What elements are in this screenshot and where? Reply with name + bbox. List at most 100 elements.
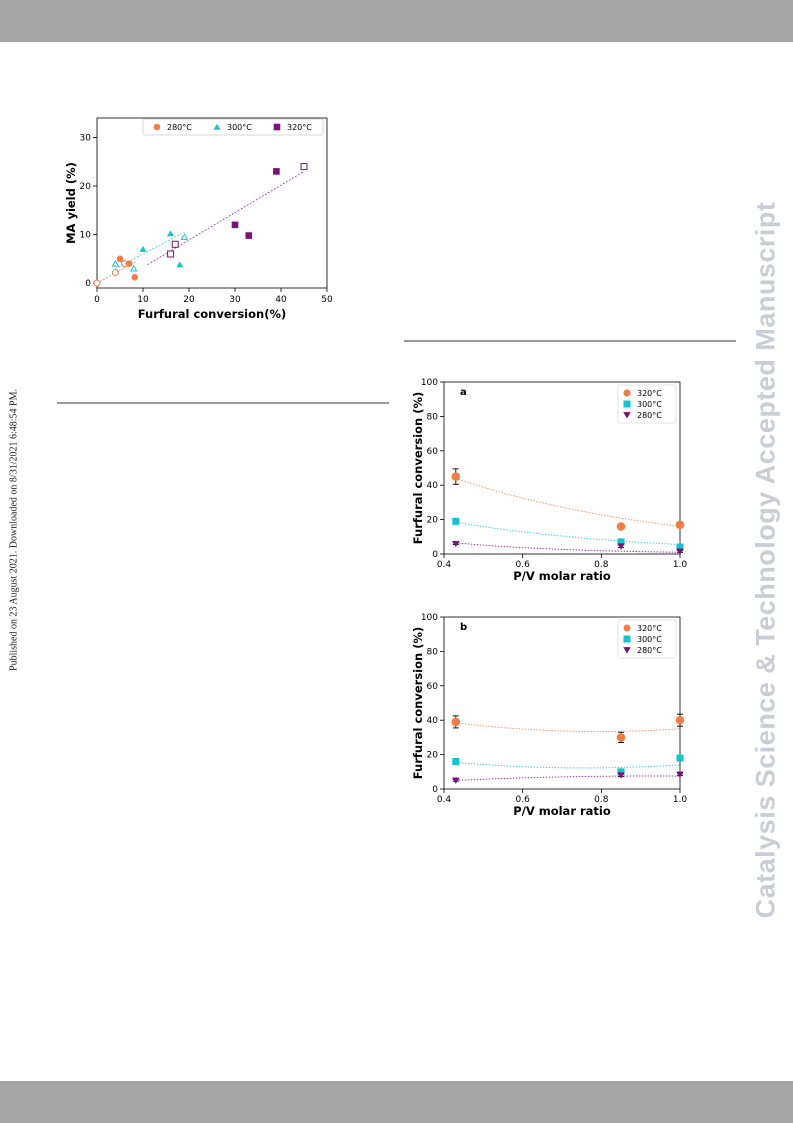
x-tick-label: 0.8 [594, 795, 609, 805]
legend-label: 320°C [287, 123, 312, 132]
legend-marker [273, 123, 281, 131]
y-tick-label: 20 [427, 516, 439, 526]
data-point [675, 520, 685, 530]
x-tick-label: 0.6 [516, 560, 531, 570]
data-point-open [300, 163, 308, 171]
legend-label: 280°C [167, 123, 192, 132]
trend-line-2 [147, 171, 305, 266]
data-point [676, 771, 684, 778]
legend-marker [623, 389, 631, 397]
data-point-open [129, 264, 138, 272]
conversion-chart-b: 0.4 0.6 0.8 1.0 0 20 40 60 80 100 P/V molar ratio F… [411, 613, 687, 818]
panel-label: a [460, 387, 467, 398]
x-axis-label: Furfural conversion(%) [138, 307, 287, 321]
x-tick-label: 1.0 [673, 560, 688, 570]
y-tick-label: 80 [427, 412, 439, 422]
data-point-open [167, 250, 175, 258]
fit-curve-0 [455, 722, 681, 733]
y-tick-label: 0 [432, 785, 438, 795]
data-point-open [180, 233, 189, 240]
x-tick-label: 0.4 [437, 560, 452, 570]
y-tick-label: 40 [427, 481, 439, 491]
data-point [231, 221, 239, 229]
x-tick-label: 0.8 [594, 560, 609, 570]
data-point [676, 754, 684, 762]
x-tick-label: 0.4 [437, 795, 452, 805]
trend-line-1 [115, 231, 185, 269]
x-tick-label: 40 [275, 295, 287, 305]
fit-curve-2 [455, 775, 681, 781]
data-point [167, 230, 175, 237]
data-point [451, 717, 461, 727]
data-point [451, 472, 461, 481]
divider-right [404, 340, 736, 342]
data-point [617, 543, 625, 550]
x-tick-label: 30 [229, 295, 241, 305]
y-tick-label: 100 [421, 613, 438, 623]
y-tick-label: 30 [80, 133, 92, 143]
legend-label: 300°C [637, 400, 662, 409]
header-band [0, 0, 793, 42]
legend-marker [623, 635, 631, 643]
x-axis-label: P/V molar ratio [513, 569, 611, 583]
x-tick-label: 50 [321, 295, 333, 305]
data-point-open [93, 279, 101, 287]
y-tick-label: 0 [432, 550, 438, 560]
legend-marker [623, 647, 631, 654]
y-tick-label: 20 [80, 182, 92, 192]
watermark: Catalysis Science & Technology Accepted … [750, 201, 781, 919]
legend-marker [623, 412, 631, 419]
y-tick-label: 0 [85, 279, 91, 289]
fit-curve-1 [455, 761, 681, 769]
y-tick-label: 60 [427, 447, 439, 457]
fit-curve-2 [455, 542, 681, 553]
data-point [116, 255, 124, 263]
fit-curve-1 [455, 521, 681, 546]
y-tick-label: 40 [427, 716, 439, 726]
y-tick-label: 10 [80, 231, 92, 241]
y-axis-label: MA yield (%) [64, 162, 78, 244]
x-tick-label: 20 [183, 295, 195, 305]
data-point [176, 261, 184, 268]
ma-yield-scatter-chart: 0 10 20 30 40 50 0 10 20 30 Furfural conversion(%)… [64, 117, 333, 321]
data-point [675, 715, 685, 725]
panel-label: b [460, 622, 467, 633]
data-point [616, 733, 626, 742]
plot-frame [96, 117, 328, 289]
legend-label: 320°C [637, 624, 662, 633]
data-point-open [171, 240, 179, 248]
data-point [125, 260, 133, 268]
y-tick-label: 20 [427, 751, 439, 761]
legend-marker [623, 624, 631, 632]
y-axis-label: Furfural conversion (%) [411, 392, 425, 545]
data-point [676, 548, 684, 555]
legend-box [617, 619, 677, 659]
data-point [452, 757, 460, 765]
legend-label: 320°C [637, 389, 662, 398]
data-point [452, 777, 460, 784]
publication-note: Published on 23 August 2021. Downloaded … [8, 389, 20, 671]
legend-label: 280°C [637, 411, 662, 420]
data-point-open [111, 260, 120, 267]
data-point [273, 168, 280, 175]
fit-curve-0 [455, 477, 681, 527]
data-point [245, 232, 253, 239]
conversion-chart-a: 0.4 0.6 0.8 1.0 0 20 40 60 80 100 P/V molar ratio F… [411, 378, 688, 583]
legend-box [142, 118, 324, 136]
y-tick-label: 100 [421, 378, 438, 388]
data-point [452, 540, 460, 548]
divider-left [57, 402, 389, 404]
legend-marker [623, 400, 631, 408]
x-axis-label: P/V molar ratio [513, 804, 611, 818]
legend-label: 280°C [637, 646, 662, 655]
data-point [131, 274, 139, 281]
data-point [617, 772, 625, 779]
data-point [452, 517, 460, 525]
data-point-open [111, 268, 119, 276]
legend-label: 300°C [637, 635, 662, 644]
data-point [139, 245, 147, 252]
x-tick-label: 0.6 [516, 795, 531, 805]
legend-marker [153, 123, 161, 131]
legend-marker [213, 123, 221, 130]
legend-label: 300°C [227, 123, 252, 132]
